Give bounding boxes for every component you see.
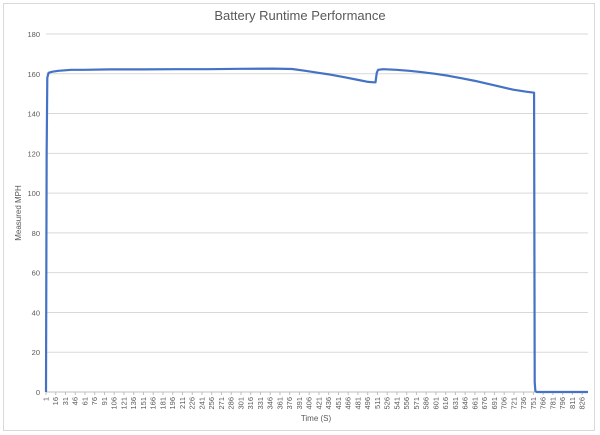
x-tick-label: 31 [61, 397, 70, 405]
y-tick-label: 20 [32, 348, 40, 357]
x-tick-label: 571 [412, 397, 421, 410]
x-tick-label: 316 [246, 397, 255, 410]
x-tick-label: 46 [71, 397, 80, 405]
axis-layer [45, 391, 588, 395]
x-tick-label: 391 [295, 397, 304, 410]
x-tick-label: 496 [363, 397, 372, 410]
x-tick-label: 646 [461, 397, 470, 410]
grid-layer [46, 33, 588, 353]
x-tick-label: 796 [558, 397, 567, 410]
x-tick-label: 136 [129, 397, 138, 410]
x-tick-label: 331 [256, 397, 265, 410]
y-tick-label: 40 [32, 308, 40, 317]
x-tick-label: 121 [119, 397, 128, 410]
x-tick-label: 751 [529, 397, 538, 410]
x-tick-label: 376 [285, 397, 294, 410]
x-tick-label: 1 [42, 397, 51, 401]
x-tick-label: 736 [519, 397, 528, 410]
x-tick-label: 661 [470, 397, 479, 410]
x-tick-label: 631 [451, 397, 460, 410]
x-tick-label: 766 [539, 397, 548, 410]
x-tick-label: 271 [217, 397, 226, 410]
x-tick-label: 781 [548, 397, 557, 410]
x-tick-label: 541 [392, 397, 401, 410]
x-tick-label: 826 [578, 397, 587, 410]
x-tick-label: 346 [266, 397, 275, 410]
x-tick-label: 151 [139, 397, 148, 410]
y-axis-label: Measured MPH [14, 185, 23, 241]
x-tick-label: 586 [422, 397, 431, 410]
x-tick-label: 601 [431, 397, 440, 410]
x-tick-label: 256 [207, 397, 216, 410]
y-tick-label: 100 [27, 189, 40, 198]
x-tick-label: 61 [80, 397, 89, 405]
x-tick-label: 421 [314, 397, 323, 410]
x-tick-label: 211 [178, 397, 187, 409]
x-tick-label: 811 [568, 397, 577, 409]
x-tick-label: 301 [236, 397, 245, 410]
y-tick-label: 120 [27, 149, 40, 158]
x-tick-label: 616 [441, 397, 450, 410]
x-tick-label: 706 [500, 397, 509, 410]
x-tick-label: 241 [197, 397, 206, 410]
y-tick-label: 60 [32, 269, 40, 278]
x-tick-label: 451 [334, 397, 343, 410]
x-tick-label: 556 [402, 397, 411, 410]
y-tick-label: 160 [27, 70, 40, 79]
y-tick-label: 0 [36, 388, 40, 397]
chart-frame [3, 3, 595, 431]
x-axis-label: Time (S) [301, 414, 332, 423]
x-tick-label: 691 [490, 397, 499, 410]
x-tick-label: 466 [344, 397, 353, 410]
x-tick-label: 406 [305, 397, 314, 410]
x-tick-label: 286 [227, 397, 236, 410]
x-tick-label: 511 [373, 397, 382, 409]
chart-title: Battery Runtime Performance [214, 8, 385, 23]
x-tick-label: 436 [324, 397, 333, 410]
y-tick-label: 140 [27, 110, 40, 119]
y-tick-label: 180 [27, 30, 40, 39]
x-tick-label: 106 [110, 397, 119, 410]
x-tick-label: 676 [480, 397, 489, 410]
x-tick-labels: 1 16 31 46 61 76 91 106 121 136 151 166 181 196 211 226… [42, 397, 587, 410]
x-tick-label: 226 [188, 397, 197, 410]
x-tick-label: 196 [168, 397, 177, 410]
x-tick-label: 721 [509, 397, 518, 410]
x-tick-label: 91 [100, 397, 109, 405]
y-tick-label: 80 [32, 229, 40, 238]
x-tick-label: 166 [149, 397, 158, 410]
x-tick-label: 361 [275, 397, 284, 410]
x-tick-label: 76 [90, 397, 99, 405]
x-tick-label: 181 [158, 397, 167, 410]
x-tick-label: 481 [353, 397, 362, 410]
x-tick-label: 16 [51, 397, 60, 405]
series-line [44, 67, 588, 394]
y-tick-labels: 0 20 40 60 80 100 120 140 160 180 [27, 30, 40, 397]
x-tick-label: 526 [383, 397, 392, 410]
